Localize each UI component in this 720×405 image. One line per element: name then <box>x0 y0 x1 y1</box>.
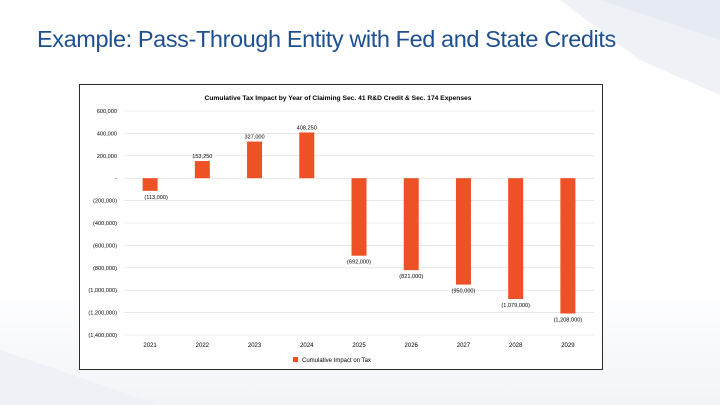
bars <box>142 132 576 314</box>
y-tick-label: 200,000 <box>97 154 117 160</box>
data-label-2028: (1,079,000) <box>501 303 530 309</box>
x-tick-label: 2029 <box>561 343 575 349</box>
bar-2024 <box>299 132 315 179</box>
y-tick-label: 400,000 <box>97 131 117 137</box>
y-tick-label: 600,000 <box>97 109 117 115</box>
bar-2022 <box>194 161 210 179</box>
data-label-2023: 327,000 <box>244 135 264 141</box>
legend-swatch <box>293 357 298 362</box>
bar-2027 <box>455 178 471 285</box>
data-labels: (113,000) 153,250 327,000 408,250 (692,000) (… <box>144 125 582 323</box>
y-tick-label: (1,200,000) <box>88 311 117 317</box>
x-tick-label: 2025 <box>352 343 366 349</box>
bar-2021 <box>142 178 158 191</box>
data-label-2029: (1,208,000) <box>554 317 583 323</box>
x-tick-label: 2021 <box>143 343 157 349</box>
data-label-2021: (113,000) <box>144 195 168 201</box>
x-tick-label: 2023 <box>248 343 262 349</box>
y-tick-label: - <box>115 176 117 182</box>
x-axis-tick-labels: 2021 2022 2023 2024 2025 2026 2027 2028 2029 <box>143 343 575 349</box>
y-tick-label: (800,000) <box>93 266 117 272</box>
bar-2028 <box>508 178 524 300</box>
x-tick-label: 2026 <box>405 343 419 349</box>
bar-2029 <box>560 178 576 314</box>
x-tick-label: 2028 <box>509 343 523 349</box>
legend-label: Cumulative Impact on Tax <box>302 358 371 364</box>
data-label-2025: (692,000) <box>347 260 371 266</box>
y-tick-label: (200,000) <box>93 199 117 205</box>
bar-chart: Cumulative Tax Impact by Year of Claimin… <box>88 95 594 364</box>
data-label-2024: 408,250 <box>297 125 317 131</box>
bar-2026 <box>403 178 419 271</box>
data-label-2027: (950,000) <box>451 289 475 295</box>
y-tick-label: (1,000,000) <box>88 288 117 294</box>
data-label-2022: 153,250 <box>192 154 212 160</box>
y-tick-label: (1,400,000) <box>88 333 117 339</box>
y-tick-label: (600,000) <box>93 243 117 249</box>
bar-2023 <box>247 141 263 179</box>
bar-2025 <box>351 178 367 256</box>
slide-title: Example: Pass-Through Entity with Fed an… <box>37 26 616 52</box>
y-axis-tick-labels: 600,000 400,000 200,000 - (200,000) (400,000)… <box>88 109 117 339</box>
y-tick-label: (400,000) <box>93 221 117 227</box>
corner-shape-top-inner <box>600 0 720 40</box>
x-tick-label: 2024 <box>300 343 314 349</box>
x-tick-label: 2022 <box>196 343 210 349</box>
data-label-2026: (821,000) <box>399 274 423 280</box>
legend: Cumulative Impact on Tax <box>293 357 371 364</box>
chart-title: Cumulative Tax Impact by Year of Claimin… <box>205 95 472 102</box>
chart-container: Cumulative Tax Impact by Year of Claimin… <box>79 84 603 370</box>
x-tick-label: 2027 <box>457 343 471 349</box>
